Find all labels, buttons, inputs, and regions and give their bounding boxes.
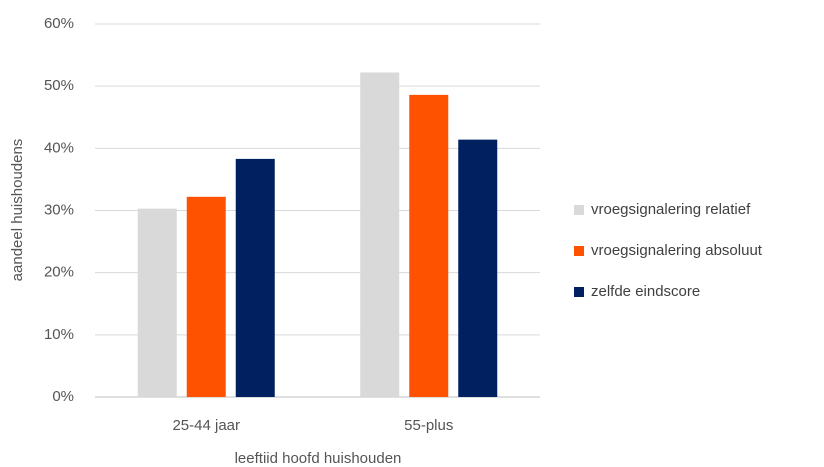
bar-1-1 bbox=[137, 208, 177, 397]
bar-2-2 bbox=[409, 94, 449, 398]
x-axis-ticks: 25-44 jaar 55-plus bbox=[172, 417, 453, 434]
y-tick-label: 10% bbox=[44, 326, 74, 343]
bar-1-3 bbox=[235, 158, 275, 397]
x-tick-label: 25-44 jaar bbox=[172, 417, 240, 434]
y-tick-label: 40% bbox=[44, 139, 74, 156]
y-tick-label: 0% bbox=[52, 388, 74, 405]
bar-1-2 bbox=[186, 196, 226, 397]
legend-label: vroegsignalering relatief bbox=[591, 201, 751, 218]
legend-label: zelfde eindscore bbox=[591, 283, 700, 300]
bar-2-3 bbox=[458, 139, 498, 397]
y-tick-label: 60% bbox=[44, 15, 74, 32]
legend-swatch bbox=[574, 205, 584, 215]
legend: vroegsignalering relatief vroegsignalerin… bbox=[574, 201, 763, 300]
x-tick-label: 55-plus bbox=[404, 417, 453, 434]
y-tick-label: 20% bbox=[44, 264, 74, 281]
legend-swatch bbox=[574, 246, 584, 256]
y-tick-label: 50% bbox=[44, 77, 74, 94]
y-axis-ticks: 0% 10% 20% 30% 40% 50% 60% bbox=[44, 15, 74, 405]
legend-swatch bbox=[574, 287, 584, 297]
y-tick-label: 30% bbox=[44, 201, 74, 218]
bar-2-1 bbox=[360, 72, 400, 398]
legend-label: vroegsignalering absoluut bbox=[591, 242, 763, 259]
x-axis-title: leeftiid hoofd huishouden bbox=[235, 450, 402, 467]
bars bbox=[137, 72, 498, 398]
y-axis-title: aandeel huishoudens bbox=[9, 139, 26, 282]
